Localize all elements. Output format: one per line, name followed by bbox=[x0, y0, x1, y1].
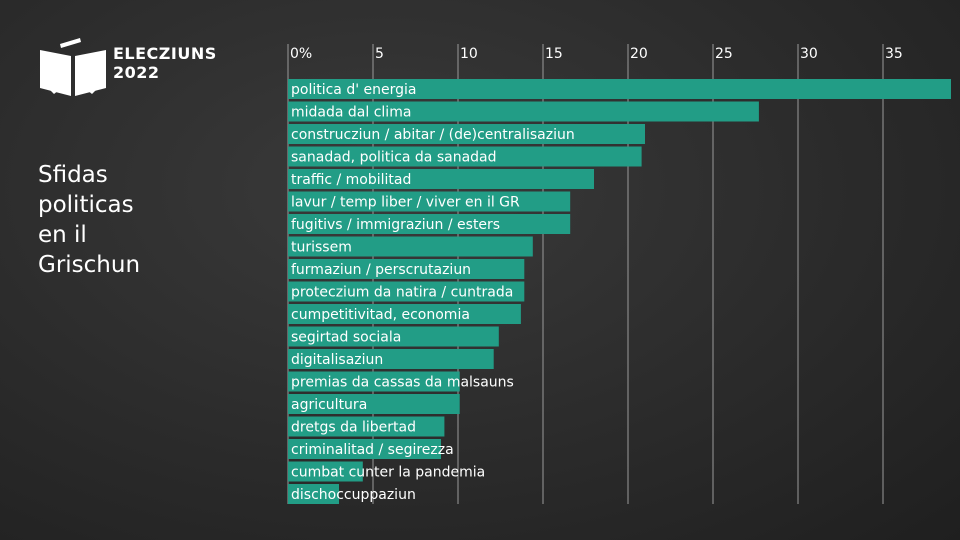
x-tick-label: 15 bbox=[545, 46, 563, 62]
category-label: sanadad, politica da sanadad bbox=[291, 150, 497, 166]
category-label: traffic / mobilitad bbox=[291, 172, 411, 188]
category-label: dischoccuppaziun bbox=[291, 487, 416, 503]
x-tick-label: 30 bbox=[800, 46, 818, 62]
category-label: premias da cassas da malsauns bbox=[291, 375, 514, 391]
category-label: lavur / temp liber / viver en il GR bbox=[291, 195, 520, 211]
x-tick-label: 0% bbox=[290, 46, 312, 62]
category-label: cumbat cunter la pandemia bbox=[291, 465, 485, 481]
category-label: furmaziun / perscrutaziun bbox=[291, 262, 471, 278]
category-label: construcziun / abitar / (de)centralisazi… bbox=[291, 127, 575, 143]
x-tick-label: 20 bbox=[630, 46, 648, 62]
category-label: fugitivs / immigraziun / esters bbox=[291, 217, 500, 233]
x-tick-label: 35 bbox=[885, 46, 903, 62]
category-label: segirtad sociala bbox=[291, 330, 401, 346]
category-label: digitalisaziun bbox=[291, 352, 383, 368]
category-label: turissem bbox=[291, 240, 352, 256]
category-label: politica d' energia bbox=[291, 82, 417, 98]
category-label: agricultura bbox=[291, 397, 367, 413]
x-tick-label: 25 bbox=[715, 46, 733, 62]
category-label: criminalitad / segirezza bbox=[291, 442, 454, 458]
category-label: cumpetitivitad, economia bbox=[291, 307, 470, 323]
category-label: midada dal clima bbox=[291, 105, 411, 121]
category-label: dretgs da libertad bbox=[291, 420, 416, 436]
x-tick-label: 5 bbox=[375, 46, 384, 62]
category-label: proteczium da natira / cuntrada bbox=[291, 285, 513, 301]
x-tick-label: 10 bbox=[460, 46, 478, 62]
